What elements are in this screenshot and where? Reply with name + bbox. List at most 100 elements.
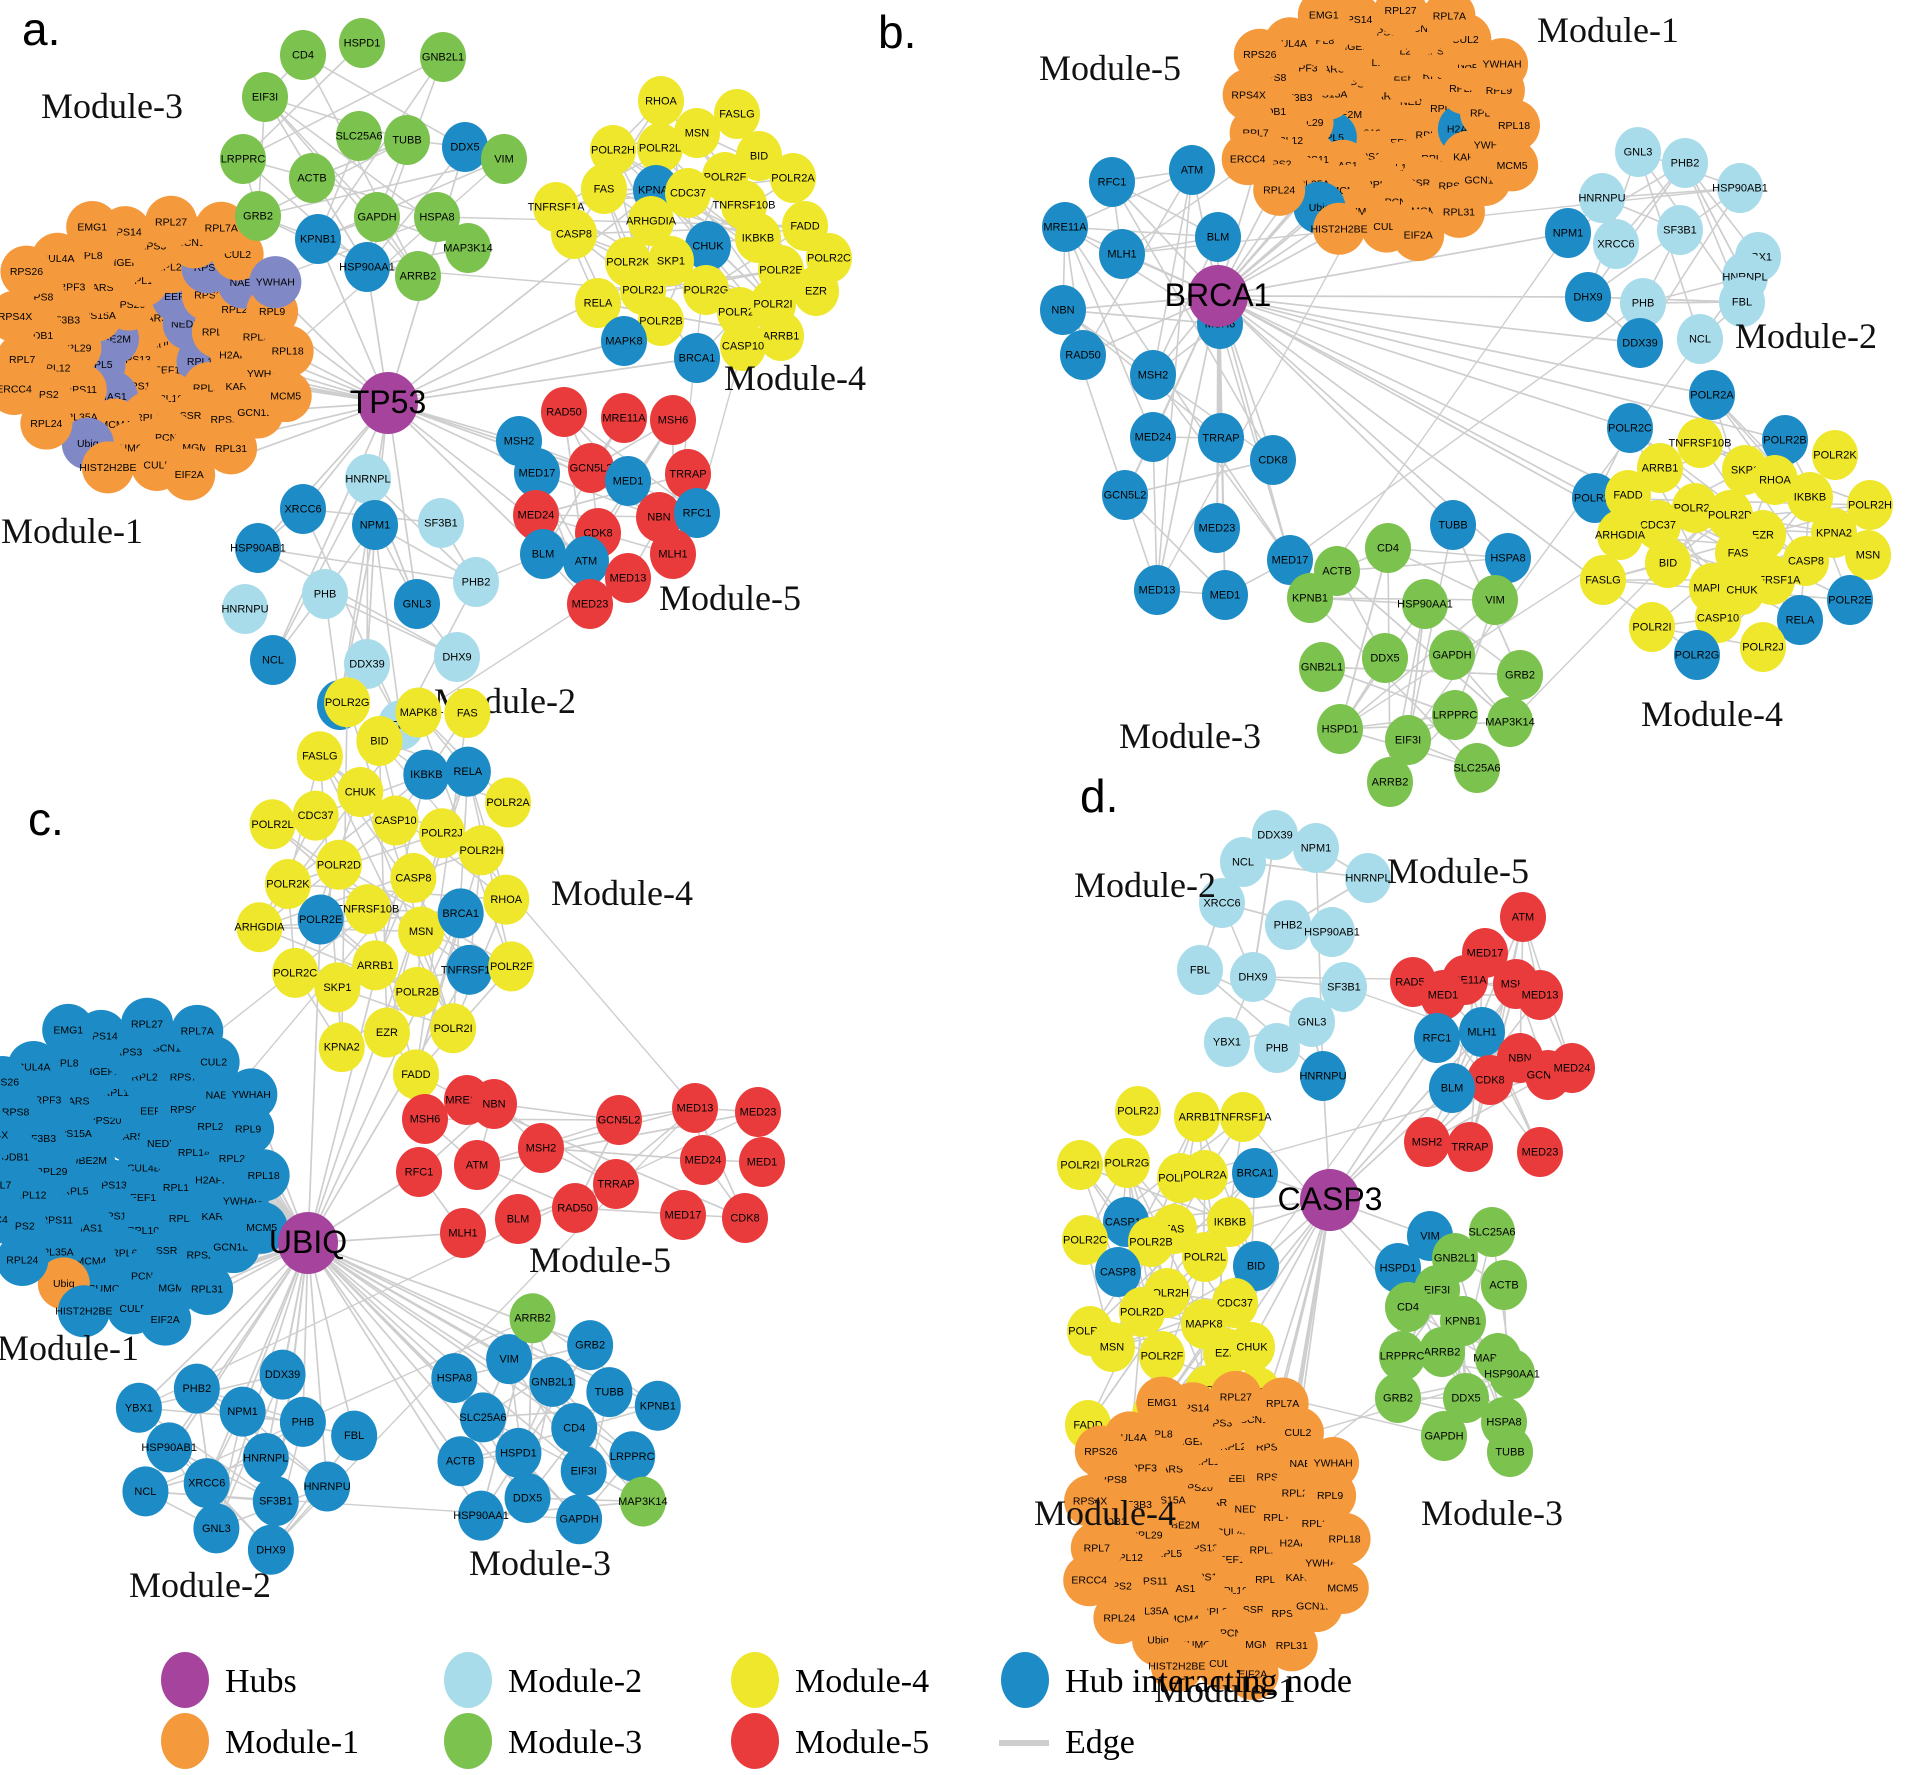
protein-node-MED23[interactable] [735,1087,781,1137]
protein-node-DDX39[interactable] [1617,318,1663,368]
protein-node-HSP90AA1[interactable] [344,242,390,292]
protein-node-TNFRSF10B[interactable] [344,884,391,935]
hub-node-TP53[interactable] [358,372,418,434]
protein-node-MED1[interactable] [1202,570,1248,620]
protein-node-LRPPRC[interactable] [609,1431,656,1482]
protein-node-EIF3I[interactable] [1385,715,1431,765]
protein-node-BLM[interactable] [1429,1063,1475,1113]
protein-node-SF3B1[interactable] [252,1476,299,1527]
protein-node-MSH2[interactable] [1130,350,1176,400]
protein-node-MSN[interactable] [398,906,445,957]
protein-node-DDX5[interactable] [442,122,488,172]
protein-node-POLR2C[interactable] [272,947,319,998]
protein-node-CD4[interactable] [551,1403,598,1453]
protein-node-YWHAH[interactable] [249,256,302,309]
protein-node-RPL7A[interactable] [1423,0,1476,42]
protein-node-DDX39[interactable] [259,1349,306,1400]
protein-node-HIST2H2BE[interactable] [81,441,134,494]
hub-node-CASP3[interactable] [1300,1169,1360,1231]
protein-node-POLR2F[interactable] [1139,1331,1185,1381]
protein-node-HSPA8[interactable] [414,192,460,242]
protein-node-MED17[interactable] [514,448,560,498]
protein-node-PHB2[interactable] [1265,900,1311,950]
protein-node-GNL3[interactable] [394,579,440,629]
protein-node-NCL[interactable] [250,635,296,685]
protein-node-POLR2L[interactable] [1572,473,1618,523]
protein-node-GNB2L1[interactable] [420,32,466,82]
protein-node-MED13[interactable] [1517,970,1563,1020]
protein-node-TUBB[interactable] [1487,1427,1533,1477]
protein-node-LRPPRC[interactable] [1432,690,1478,740]
protein-node-MSH2[interactable] [1404,1117,1450,1167]
protein-node-RPL31[interactable] [205,422,258,475]
protein-node-RPS26[interactable] [0,245,53,298]
protein-node-CHUK[interactable] [685,221,731,271]
protein-node-CD4[interactable] [280,30,326,80]
protein-node-PHB2[interactable] [173,1363,220,1414]
protein-node-MED23[interactable] [1194,503,1240,553]
protein-node-DHX9[interactable] [434,632,480,682]
protein-node-XRCC6[interactable] [1593,219,1639,269]
protein-node-NBN[interactable] [1040,285,1086,335]
protein-node-ARRB2[interactable] [1367,757,1413,807]
protein-node-KPNB1[interactable] [295,214,341,264]
protein-node-POLR2H[interactable] [590,125,636,175]
protein-node-FADD[interactable] [392,1049,439,1100]
protein-node-BRCA1[interactable] [437,888,484,939]
protein-node-BRCA1[interactable] [674,333,720,383]
protein-node-PHB[interactable] [302,569,348,619]
hub-node-BRCA1[interactable] [1188,265,1248,327]
protein-node-RPL7[interactable] [0,1159,25,1211]
protein-node-KPNB1[interactable] [634,1380,681,1431]
protein-node-POLR2B[interactable] [638,296,684,346]
protein-node-GNL3[interactable] [1615,127,1661,177]
protein-node-YWHAH[interactable] [225,1068,278,1121]
protein-node-MED24[interactable] [1130,412,1176,462]
protein-node-IKBKB[interactable] [403,749,450,800]
protein-node-POLR2F[interactable] [488,941,535,992]
protein-node-MLH1[interactable] [440,1208,486,1258]
protein-node-GAPDH[interactable] [556,1494,603,1545]
protein-node-LRPPRC[interactable] [220,134,266,184]
protein-node-HSP90AB1[interactable] [1309,907,1355,957]
protein-node-MED24[interactable] [513,490,559,540]
protein-node-SLC25A6[interactable] [459,1392,506,1443]
protein-node-GAPDH[interactable] [354,192,400,242]
protein-node-MAP3K14[interactable] [1487,697,1533,747]
protein-node-PHB2[interactable] [1662,138,1708,188]
protein-node-MSN[interactable] [1089,1322,1135,1372]
protein-node-DDX5[interactable] [1362,633,1408,683]
protein-node-TRRAP[interactable] [593,1159,639,1209]
protein-node-POLR2J[interactable] [1115,1086,1161,1136]
protein-node-BID[interactable] [1645,538,1691,588]
protein-node-RPL7A[interactable] [1256,1377,1309,1430]
protein-node-RAD50[interactable] [552,1183,598,1233]
protein-node-DDX5[interactable] [1443,1373,1489,1423]
protein-node-RPL24[interactable] [1093,1592,1146,1645]
protein-node-NBN[interactable] [471,1079,517,1129]
protein-node-RPL7A[interactable] [171,1004,224,1057]
protein-node-EIF3I[interactable] [560,1445,607,1496]
protein-node-DDX5[interactable] [504,1472,551,1523]
protein-node-MSH2[interactable] [518,1123,564,1173]
hub-node-UBIQ[interactable] [278,1212,338,1274]
protein-node-RPL27[interactable] [1209,1370,1262,1423]
protein-node-POLR2K[interactable] [1812,430,1858,480]
protein-node-FBL[interactable] [331,1410,378,1461]
protein-node-RPL27[interactable] [1374,0,1427,37]
protein-node-MCM5[interactable] [1486,139,1539,192]
protein-node-RPL18[interactable] [261,325,314,378]
protein-node-VIM[interactable] [1472,575,1518,625]
protein-node-XRCC6[interactable] [280,484,326,534]
protein-node-RPL31[interactable] [1265,1619,1318,1672]
protein-node-FASLG[interactable] [1580,555,1626,605]
protein-node-MED13[interactable] [605,553,651,603]
protein-node-PHB[interactable] [1254,1023,1300,1073]
protein-node-EIF2A[interactable] [139,1293,192,1346]
protein-node-NPM1[interactable] [219,1386,266,1437]
protein-node-YWHAH[interactable] [1307,1437,1360,1490]
protein-node-NCL[interactable] [1677,314,1723,364]
protein-node-PHB2[interactable] [453,557,499,607]
protein-node-POLR2C[interactable] [1607,403,1653,453]
protein-node-EZR[interactable] [363,1007,410,1058]
